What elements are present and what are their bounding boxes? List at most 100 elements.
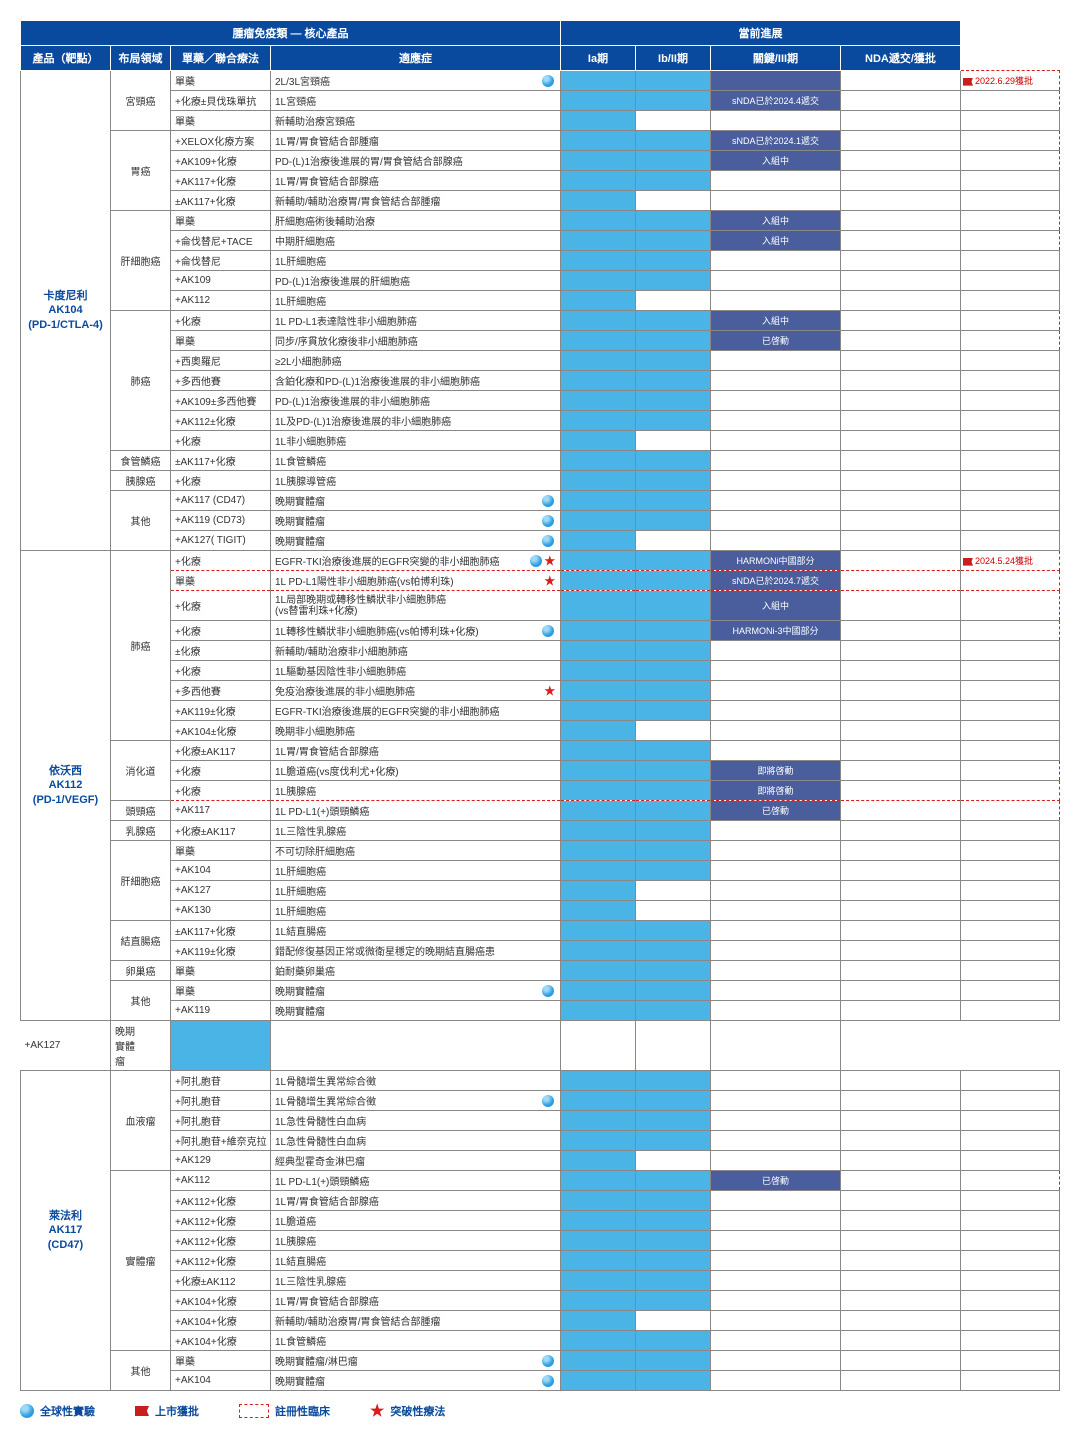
phase-cell-0	[561, 761, 636, 781]
phase-cell-1	[636, 1351, 711, 1371]
phase-cell-1	[636, 391, 711, 411]
phase-cell-0	[561, 171, 636, 191]
phase-cell-0	[561, 311, 636, 331]
header-super-left: 腫瘤免疫類 — 核心產品	[21, 21, 561, 46]
phase-cell-2	[711, 191, 841, 211]
phase-cell-1	[636, 1171, 711, 1191]
nda-cell	[961, 511, 1060, 531]
nda-cell	[961, 641, 1060, 661]
phase-cell-2	[711, 171, 841, 191]
phase-cell-0	[561, 91, 636, 111]
indication-cell: 1L肝細胞癌	[271, 861, 561, 881]
phase-cell-0	[561, 1191, 636, 1211]
phase-cell-3	[841, 721, 961, 741]
phase-cell-3	[841, 921, 961, 941]
phase-cell-1	[271, 1021, 561, 1071]
col-header-2: 單藥／聯合療法	[171, 46, 271, 71]
phase-cell-2	[711, 901, 841, 921]
indication-cell: 1L非小細胞肺癌	[271, 431, 561, 451]
phase-cell-0	[561, 1211, 636, 1231]
therapy-cell: +AK112+化療	[171, 1251, 271, 1271]
col-header-0: 產品（靶點）	[21, 46, 111, 71]
nda-cell	[961, 1151, 1060, 1171]
phase-cell-0	[561, 661, 636, 681]
phase-cell-3	[841, 761, 961, 781]
phase-cell-0	[561, 681, 636, 701]
nda-cell	[961, 211, 1060, 231]
table-header: 腫瘤免疫類 — 核心產品 當前進展 產品（靶點）布局領域單藥／聯合療法適應症Ia…	[21, 21, 1060, 71]
phase-cell-0	[561, 111, 636, 131]
therapy-cell: +AK109+化療	[171, 151, 271, 171]
indication-cell: 晚期實體瘤/淋巴瘤	[271, 1351, 561, 1371]
domain-cell: 肝細胞癌	[111, 211, 171, 311]
phase-cell-2	[711, 1311, 841, 1331]
nda-cell	[961, 591, 1060, 621]
therapy-cell: +AK104	[171, 861, 271, 881]
globe-icon	[20, 1404, 34, 1418]
phase-cell-1	[636, 211, 711, 231]
therapy-cell: ±AK117+化療	[171, 921, 271, 941]
indication-cell: 1L胃/胃食管結合部腺癌	[271, 1191, 561, 1211]
therapy-cell: +多西他賽	[171, 371, 271, 391]
nda-cell	[961, 681, 1060, 701]
nda-cell	[961, 1001, 1060, 1021]
phase-cell-2	[711, 701, 841, 721]
phase-cell-3	[841, 841, 961, 861]
phase-cell-2: 入組中	[711, 231, 841, 251]
indication-cell: 1L食管鱗癌	[271, 451, 561, 471]
phase-cell-0	[561, 1111, 636, 1131]
phase-cell-2: 入組中	[711, 211, 841, 231]
domain-cell: 實體瘤	[111, 1171, 171, 1351]
phase-cell-3	[841, 391, 961, 411]
phase-cell-0	[561, 1291, 636, 1311]
phase-cell-0	[561, 701, 636, 721]
phase-cell-1	[636, 491, 711, 511]
therapy-cell: +AK127( TIGIT)	[171, 531, 271, 551]
phase-cell-0	[561, 591, 636, 621]
phase-cell-3	[841, 531, 961, 551]
nda-cell	[961, 171, 1060, 191]
phase-cell-2	[711, 1001, 841, 1021]
therapy-cell: 單藥	[171, 331, 271, 351]
domain-cell: 頭頸癌	[111, 801, 171, 821]
domain-cell: 消化道	[111, 741, 171, 801]
phase-cell-1	[636, 591, 711, 621]
col-header-6: 關鍵/III期	[711, 46, 841, 71]
phase-cell-0	[561, 151, 636, 171]
indication-cell: 晚期非小細胞肺癌	[271, 721, 561, 741]
therapy-cell: 單藥	[171, 981, 271, 1001]
phase-cell-1	[636, 351, 711, 371]
legend: 全球性實驗 上市獲批 註冊性臨床 ★突破性療法	[20, 1401, 1060, 1421]
phase-cell-0	[561, 1311, 636, 1331]
product-cell: 萊法利AK117(CD47)	[21, 1071, 111, 1391]
phase-cell-0	[561, 981, 636, 1001]
nda-cell	[961, 1191, 1060, 1211]
phase-cell-1	[636, 251, 711, 271]
indication-cell: 肝細胞癌術後輔助治療	[271, 211, 561, 231]
phase-cell-1	[636, 901, 711, 921]
indication-cell: 新輔助/輔助治療非小細胞肺癌	[271, 641, 561, 661]
phase-cell-3	[841, 591, 961, 621]
nda-cell	[961, 661, 1060, 681]
phase-cell-3	[841, 1131, 961, 1151]
therapy-cell: +阿扎胞苷+維奈克拉	[171, 1131, 271, 1151]
indication-cell: 晚期實體瘤	[271, 491, 561, 511]
nda-cell	[961, 941, 1060, 961]
therapy-cell: ±AK117+化療	[171, 451, 271, 471]
phase-cell-1	[636, 331, 711, 351]
flag-icon	[963, 78, 973, 86]
indication-cell: 經典型霍奇金淋巴瘤	[271, 1151, 561, 1171]
indication-cell: 1L膽道癌(vs度伐利尤+化療)	[271, 761, 561, 781]
indication-cell: 1L膽道癌	[271, 1211, 561, 1231]
nda-cell	[961, 1211, 1060, 1231]
therapy-cell: +AK119±化療	[171, 941, 271, 961]
domain-cell: 胰腺癌	[111, 471, 171, 491]
phase-cell-0	[561, 1131, 636, 1151]
phase-cell-0	[561, 621, 636, 641]
therapy-cell: +化療	[171, 781, 271, 801]
indication-cell: 晚期實體瘤	[271, 1371, 561, 1391]
phase-cell-3	[841, 151, 961, 171]
nda-cell	[961, 841, 1060, 861]
phase-cell-2	[711, 981, 841, 1001]
phase-cell-0	[561, 1001, 636, 1021]
